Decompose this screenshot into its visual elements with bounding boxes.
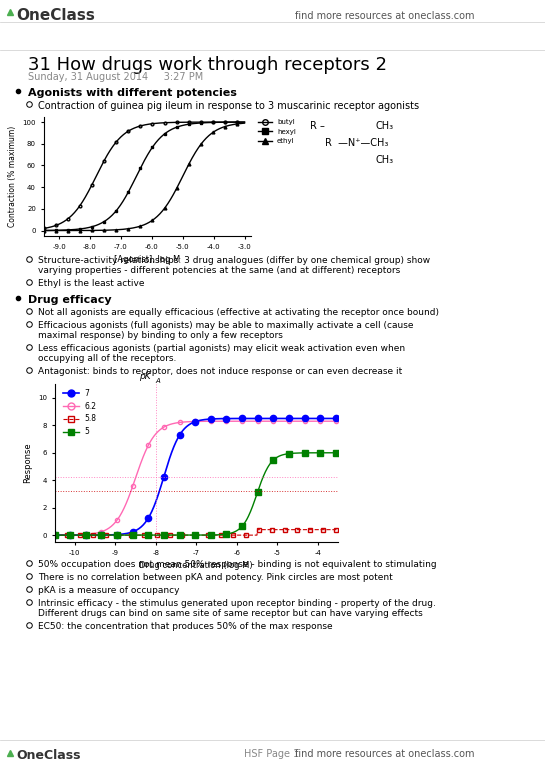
- X-axis label: Drug concentration (log M): Drug concentration (log M): [140, 561, 253, 571]
- Text: 31 How drugs work through receptors 2: 31 How drugs work through receptors 2: [28, 56, 387, 74]
- Text: Contraction of guinea pig ileum in response to 3 muscarinic receptor agonists: Contraction of guinea pig ileum in respo…: [38, 101, 419, 111]
- Text: R  —N⁺—CH₃: R —N⁺—CH₃: [325, 138, 389, 148]
- Text: Ethyl is the least active: Ethyl is the least active: [38, 279, 144, 288]
- Text: maximal response) by binding to only a few receptors: maximal response) by binding to only a f…: [38, 331, 283, 340]
- Text: Intrinsic efficacy - the stimulus generated upon receptor binding - property of : Intrinsic efficacy - the stimulus genera…: [38, 599, 436, 608]
- Legend: butyl, hexyl, ethyl: butyl, hexyl, ethyl: [255, 116, 299, 147]
- X-axis label: [Agonist], log M: [Agonist], log M: [114, 255, 180, 264]
- Legend: 7, 6.2, 5.8, 5: 7, 6.2, 5.8, 5: [60, 386, 100, 440]
- Text: OneClass: OneClass: [16, 749, 81, 762]
- Text: Structure-activity relationships: 3 drug analogues (differ by one chemical group: Structure-activity relationships: 3 drug…: [38, 256, 430, 265]
- Text: Efficacious agonists (full agonists) may be able to maximally activate a cell (c: Efficacious agonists (full agonists) may…: [38, 321, 414, 330]
- Text: OneClass: OneClass: [16, 8, 95, 23]
- Text: A: A: [155, 377, 160, 383]
- Text: pK: pK: [140, 373, 151, 381]
- Text: HSF Page 1: HSF Page 1: [244, 749, 300, 759]
- Text: CH₃: CH₃: [375, 155, 393, 165]
- Text: pKA is a measure of occupancy: pKA is a measure of occupancy: [38, 586, 179, 595]
- Text: 50% occupation does not mean 50% response - binding is not equivalent to stimula: 50% occupation does not mean 50% respons…: [38, 560, 437, 569]
- Text: CH₃: CH₃: [375, 121, 393, 131]
- Text: R –: R –: [310, 121, 325, 131]
- Y-axis label: Response: Response: [23, 443, 32, 484]
- Text: varying properties - different potencies at the same (and at different) receptor: varying properties - different potencies…: [38, 266, 400, 275]
- Text: EC50: the concentration that produces 50% of the max response: EC50: the concentration that produces 50…: [38, 622, 332, 631]
- Text: Not all agonists are equally efficacious (effective at activating the receptor o: Not all agonists are equally efficacious…: [38, 308, 439, 317]
- Text: Different drugs can bind on same site of same receptor but can have varying effe: Different drugs can bind on same site of…: [38, 609, 423, 618]
- Text: Agonists with different potencies: Agonists with different potencies: [28, 88, 237, 98]
- Text: Less efficacious agonists (partial agonists) may elicit weak activation even whe: Less efficacious agonists (partial agoni…: [38, 344, 405, 353]
- Text: occupying all of the receptors.: occupying all of the receptors.: [38, 354, 177, 363]
- Text: There is no correlation between pKA and potency. Pink circles are most potent: There is no correlation between pKA and …: [38, 573, 393, 582]
- Text: find more resources at oneclass.com: find more resources at oneclass.com: [295, 11, 475, 21]
- Text: Antagonist: binds to receptor, does not induce response or can even decrease it: Antagonist: binds to receptor, does not …: [38, 367, 402, 376]
- Y-axis label: Contraction (% maximum): Contraction (% maximum): [8, 126, 17, 227]
- Text: Sunday, 31 August 2014     3:27 PM: Sunday, 31 August 2014 3:27 PM: [28, 72, 203, 82]
- Text: Drug efficacy: Drug efficacy: [28, 295, 112, 305]
- Text: find more resources at oneclass.com: find more resources at oneclass.com: [295, 749, 475, 759]
